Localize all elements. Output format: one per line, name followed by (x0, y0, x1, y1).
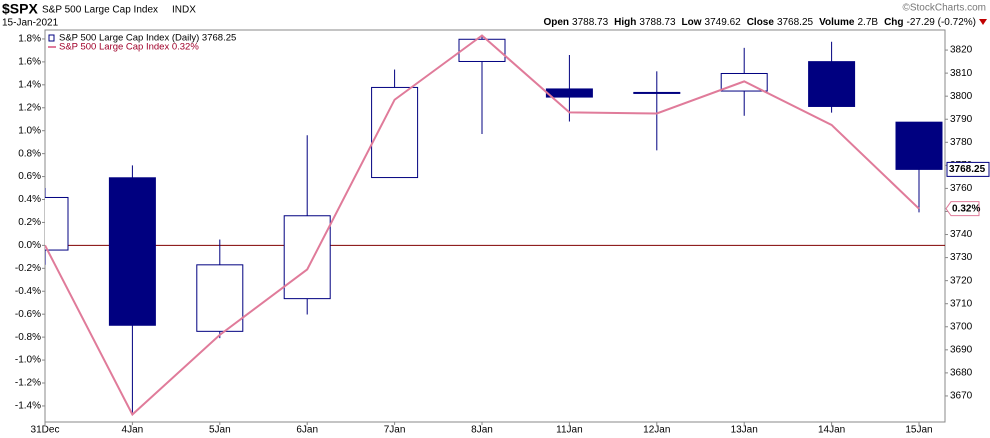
candle-body (108, 177, 156, 326)
y-tick-label: 0.8% (18, 148, 41, 159)
y2-tick-label: 3780 (950, 137, 973, 148)
down-arrow (979, 19, 987, 25)
last-tag: 3768.25 (949, 164, 986, 175)
y-tick-label: 1.8% (18, 34, 41, 45)
x-tick-label: 6Jan (296, 425, 318, 436)
y-tick-label: 0.4% (18, 194, 41, 205)
x-tick-label: 31Dec (31, 425, 60, 436)
y2-tick-label: 3680 (950, 368, 973, 379)
stat-value: -27.29 (-0.72%) (907, 17, 976, 28)
y2-tick-label: 3720 (950, 275, 973, 286)
y-tick-label: 1.4% (18, 79, 41, 90)
y-tick-label: -0.4% (15, 286, 41, 297)
candle-body (633, 91, 681, 94)
stat-value: 2.7B (857, 17, 878, 28)
stat-label: Close (747, 17, 775, 28)
header-stats: Open 3788.73 High 3788.73 Low 3749.62 Close 376… (543, 17, 976, 28)
stat-value: 3788.73 (639, 17, 676, 28)
symbol: $SPX (2, 1, 38, 17)
stat-label: Volume (819, 17, 855, 28)
y2-tick-label: 3810 (950, 68, 973, 79)
x-tick-label: 7Jan (384, 425, 406, 436)
y-tick-label: 0.0% (18, 240, 41, 251)
x-tick-label: 12Jan (643, 425, 670, 436)
y-tick-label: -1.0% (15, 355, 41, 366)
y-tick-label: 1.0% (18, 125, 41, 136)
stat-label: Open (543, 17, 569, 28)
stat-value: 3749.62 (705, 17, 742, 28)
y2-tick-label: 3760 (950, 183, 973, 194)
stat-label: Low (682, 17, 702, 28)
legend-label: S&P 500 Large Cap Index 0.32% (59, 42, 199, 53)
candle-body (808, 61, 856, 107)
y2-tick-label: 3730 (950, 252, 973, 263)
y2-tick-label: 3710 (950, 298, 973, 309)
last-tag-box (945, 201, 980, 217)
x-tick-label: 14Jan (818, 425, 845, 436)
y2-tick-label: 3700 (950, 321, 973, 332)
y-tick-label: 1.6% (18, 57, 41, 68)
exchange: INDX (172, 5, 196, 16)
y2-tick-label: 3800 (950, 91, 973, 102)
stat-label: Chg (884, 17, 903, 28)
legend-swatch (48, 34, 55, 42)
x-tick-label: 13Jan (731, 425, 758, 436)
last-tag: 0.32% (952, 203, 980, 214)
y2-tick-label: 3670 (950, 391, 973, 402)
x-tick-label: 15Jan (905, 425, 932, 436)
y-tick-label: 0.2% (18, 217, 41, 228)
y2-tick-label: 3740 (950, 229, 973, 240)
candle-body (371, 86, 419, 179)
candle-body (196, 264, 244, 332)
y-tick-label: -0.6% (15, 309, 41, 320)
x-tick-label: 8Jan (471, 425, 493, 436)
y-tick-label: -0.8% (15, 332, 41, 343)
stat-value: 3788.73 (572, 17, 609, 28)
y-tick-label: 0.6% (18, 171, 41, 182)
candle-body (895, 121, 943, 170)
y2-tick-label: 3820 (950, 45, 973, 56)
x-tick-label: 5Jan (209, 425, 231, 436)
chart-title: S&P 500 Large Cap Index (42, 5, 158, 16)
legend-label: S&P 500 Large Cap Index (Daily) 3768.25 (59, 33, 236, 44)
date: 15-Jan-2021 (2, 18, 59, 29)
x-tick-label: 11Jan (556, 425, 583, 436)
candle-body (545, 88, 593, 98)
y2-tick-label: 3790 (950, 114, 973, 125)
y-tick-label: -1.2% (15, 378, 41, 389)
candle-body (283, 215, 331, 300)
percent-line (45, 34, 920, 417)
candle-body (45, 196, 69, 251)
stat-value: 3768.25 (777, 17, 814, 28)
y-tick-label: -0.2% (15, 263, 41, 274)
plot (45, 34, 945, 417)
watermark: ©StockCharts.com (902, 3, 986, 14)
last-tag-box (946, 161, 990, 177)
stat-label: High (614, 17, 636, 28)
y2-tick-label: 3690 (950, 344, 973, 355)
x-tick-label: 4Jan (122, 425, 144, 436)
y-tick-label: 1.2% (18, 102, 41, 113)
y-tick-label: -1.4% (15, 401, 41, 412)
